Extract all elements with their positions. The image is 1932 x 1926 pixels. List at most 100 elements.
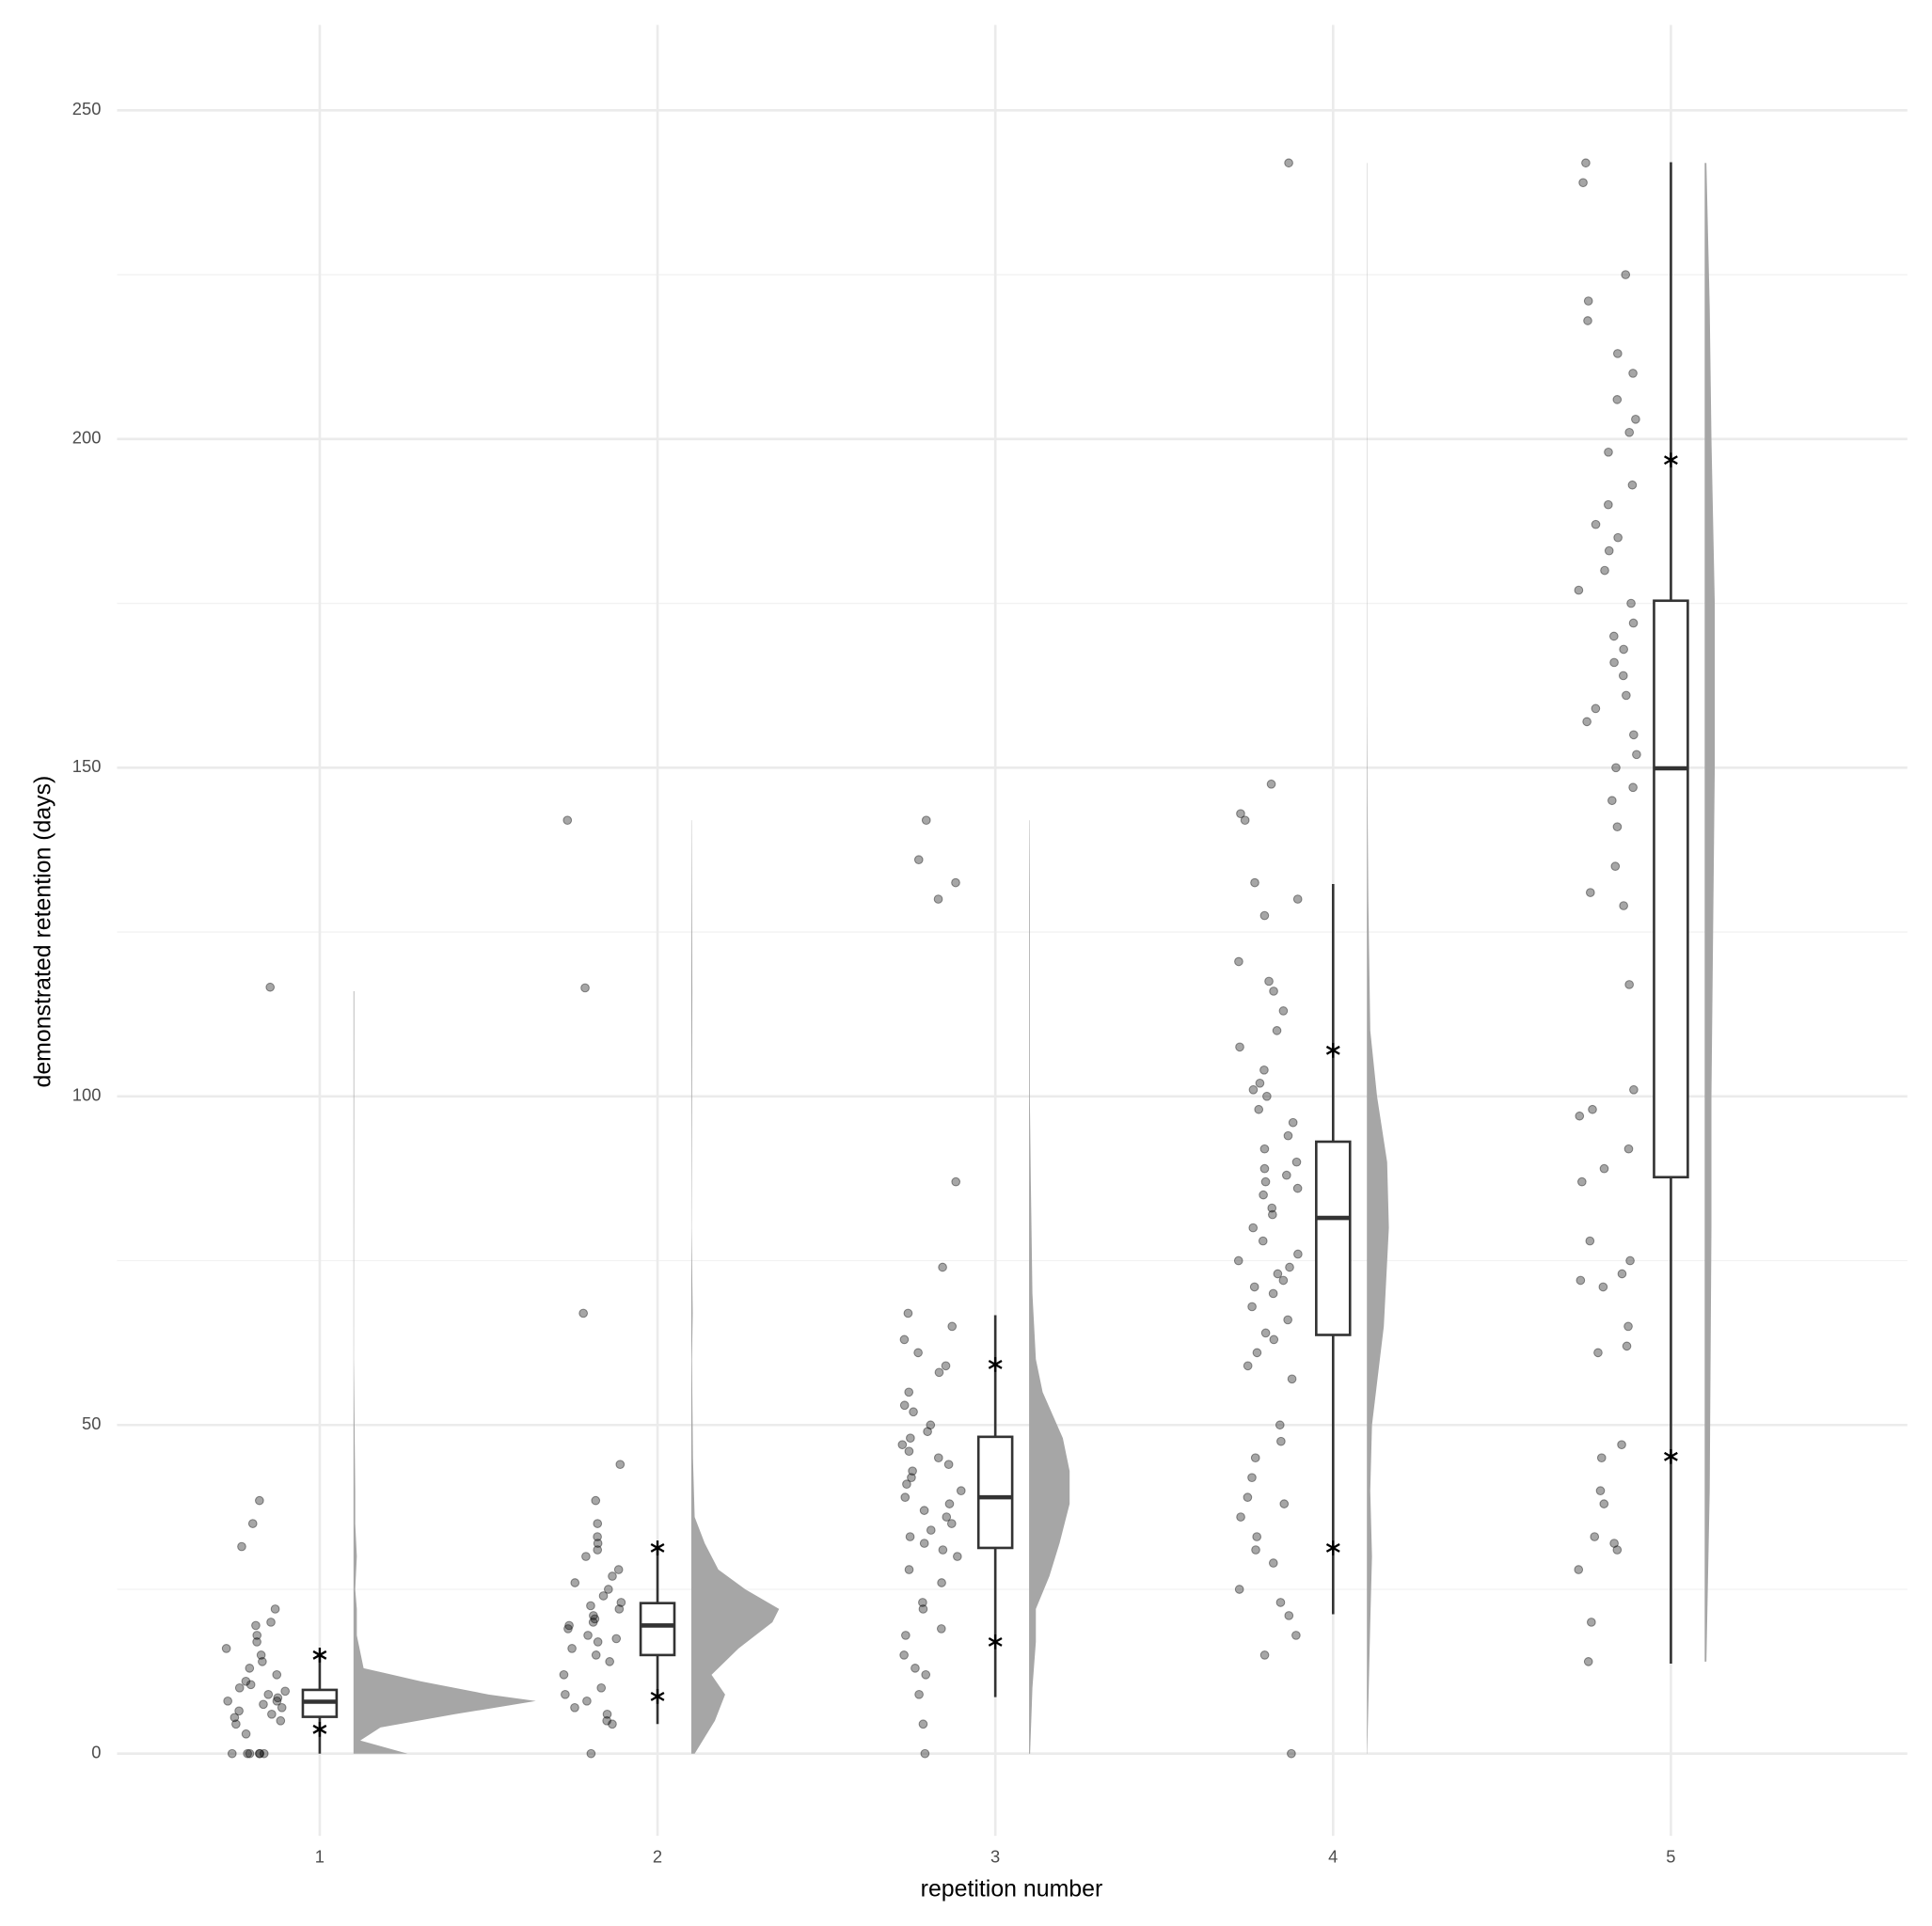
point: [593, 1545, 603, 1555]
point: [561, 1689, 570, 1699]
point: [918, 1604, 928, 1614]
point: [904, 1446, 914, 1457]
point: [899, 1334, 910, 1345]
point: [263, 1689, 274, 1699]
box: [1653, 599, 1689, 1179]
point: [252, 1631, 262, 1640]
point: [613, 1565, 624, 1574]
point: [277, 1702, 287, 1713]
point: [602, 1715, 612, 1726]
point: [563, 1624, 573, 1634]
star: [650, 1540, 665, 1555]
point: [1625, 1255, 1635, 1266]
point: [562, 815, 573, 826]
star: [1663, 452, 1678, 468]
point: [1622, 1341, 1632, 1351]
x-tick-label: 1: [315, 1847, 325, 1867]
point: [1593, 1348, 1603, 1358]
point: [956, 1486, 966, 1495]
point: [1574, 1565, 1584, 1574]
point: [255, 1495, 264, 1506]
point: [245, 1664, 255, 1673]
point: [1591, 519, 1601, 529]
point: [590, 1614, 600, 1624]
point: [947, 1321, 958, 1332]
point: [1283, 1315, 1293, 1325]
y-tick-label: 50: [82, 1413, 101, 1433]
point: [588, 1618, 598, 1627]
point: [1254, 1104, 1264, 1114]
point: [265, 982, 276, 992]
point: [1285, 1262, 1294, 1272]
point: [581, 1552, 591, 1561]
point: [913, 1348, 923, 1358]
point: [273, 1693, 283, 1703]
point: [611, 1634, 622, 1644]
point: [1268, 1288, 1278, 1299]
point: [255, 1748, 265, 1759]
point: [1623, 1144, 1634, 1154]
y-axis-title: demonstrated retention (days): [30, 776, 56, 1088]
point: [1617, 1269, 1627, 1279]
point: [616, 1598, 626, 1607]
point: [943, 1460, 954, 1470]
point: [1233, 1255, 1243, 1266]
point: [1596, 1453, 1607, 1463]
point: [578, 1308, 589, 1318]
point: [1588, 1104, 1597, 1114]
point: [245, 1748, 255, 1759]
point: [614, 1604, 625, 1614]
point: [1581, 158, 1591, 168]
point: [1288, 1117, 1298, 1128]
x-tick-label: 2: [653, 1847, 662, 1867]
point: [266, 1618, 276, 1627]
point: [1612, 822, 1623, 832]
y-tick-label: 200: [72, 428, 102, 448]
point: [1258, 1236, 1268, 1246]
point: [1255, 1078, 1265, 1088]
point: [938, 1262, 947, 1272]
point: [1291, 1631, 1301, 1640]
point: [1599, 1499, 1609, 1508]
point: [280, 1686, 291, 1697]
point: [1619, 901, 1628, 910]
point: [234, 1682, 245, 1693]
point: [1276, 1436, 1286, 1446]
point: [1600, 565, 1609, 576]
point: [1613, 532, 1623, 543]
point: [1273, 1269, 1283, 1279]
point: [1604, 447, 1613, 457]
point: [1604, 545, 1614, 556]
point: [1631, 415, 1640, 424]
point: [1236, 1512, 1245, 1522]
point: [1598, 1282, 1608, 1292]
point: [1278, 1275, 1289, 1286]
density: [1029, 820, 1070, 1754]
point: [1243, 1361, 1253, 1371]
point: [1612, 395, 1623, 404]
point: [921, 815, 931, 826]
point: [267, 1709, 277, 1719]
point: [1260, 1328, 1271, 1338]
density: [1704, 163, 1716, 1662]
point: [1284, 1611, 1294, 1620]
point: [586, 1601, 595, 1611]
point: [1585, 888, 1595, 897]
point: [230, 1713, 240, 1723]
star: [1325, 1042, 1340, 1058]
point: [564, 1620, 574, 1631]
point: [899, 1400, 910, 1411]
point: [591, 1495, 601, 1506]
point: [1591, 703, 1601, 714]
point: [593, 1539, 603, 1548]
point: [1284, 158, 1293, 168]
point: [897, 1440, 908, 1450]
box: [639, 1602, 676, 1657]
point: [926, 1420, 936, 1430]
point: [1281, 1170, 1291, 1180]
point: [1610, 861, 1621, 871]
point: [605, 1657, 615, 1666]
point: [1272, 1026, 1282, 1035]
box: [1315, 1140, 1352, 1336]
point: [905, 1532, 915, 1541]
